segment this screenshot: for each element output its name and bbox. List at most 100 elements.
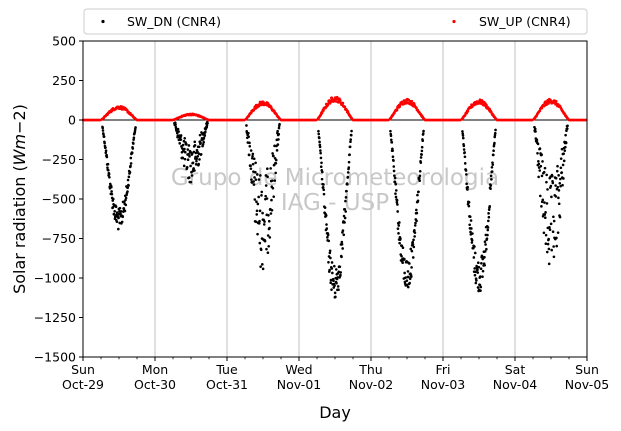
sw-dn-point [545,173,548,177]
sw-dn-point [324,214,328,217]
sw-dn-point [344,210,348,213]
sw-dn-point [107,172,111,176]
sw-dn-point [473,267,476,270]
sw-dn-point [250,178,253,181]
sw-dn-point [203,134,207,137]
sw-up-point [485,103,488,107]
sw-up-point [545,103,548,107]
sw-dn-point [118,206,122,210]
sw-dn-point [252,157,256,161]
sw-dn-point [342,214,346,218]
y-tick-label: 0 [68,113,76,128]
sw-dn-point [404,276,407,280]
sw-dn-point [487,215,491,219]
sw-dn-point [183,147,186,151]
sw-dn-point [477,261,480,264]
sw-dn-point [325,223,328,226]
sw-dn-point [323,206,327,209]
sw-dn-point [343,216,347,220]
sw-dn-point [547,262,551,266]
sw-dn-point [469,230,472,234]
sw-dn-point [347,160,351,164]
sw-dn-point [415,211,419,215]
sw-dn-point [476,271,480,274]
sw-dn-point [557,196,560,200]
x-axis: SunOct-29MonOct-30TueOct-31WedNov-01ThuN… [62,357,609,392]
sw-dn-point [113,209,116,213]
sw-dn-point [181,143,185,147]
sw-dn-point [102,135,106,138]
sw-dn-point [468,215,472,219]
y-axis: 500 250 0 −250 −500 −750 −1000 −1250 −1500 [34,34,83,365]
sw-dn-point [194,163,198,166]
x-tick-label-date: Nov-02 [349,377,393,392]
sw-dn-point [562,177,565,180]
sw-dn-point [258,209,262,213]
sw-dn-point [129,164,132,168]
sw-dn-point [198,158,201,161]
sw-up-point [331,98,334,101]
sw-dn-point [261,267,265,271]
sw-dn-point [413,224,417,227]
sw-dn-point [485,247,488,251]
sw-dn-point [465,173,468,176]
sw-dn-point [197,162,200,166]
sw-dn-point [255,213,259,216]
sw-dn-point [421,139,425,143]
sw-dn-point [189,164,192,168]
sw-dn-point [106,168,110,172]
sw-dn-point [186,148,190,151]
sw-dn-point [489,184,493,187]
sw-dn-point [253,176,256,179]
sw-dn-point [462,144,466,148]
sw-dn-point [320,161,323,165]
sw-dn-point [401,246,405,250]
sw-dn-point [260,194,263,197]
sw-dn-point [420,153,423,156]
sw-dn-point [126,178,130,182]
sw-dn-point [463,155,467,159]
sw-dn-point [179,134,183,137]
sw-dn-point [478,275,482,278]
sw-dn-point [349,140,352,144]
sw-dn-point [261,211,264,215]
sw-dn-point [483,263,487,267]
sw-dn-point [101,129,105,132]
sw-dn-point [346,175,350,179]
sw-dn-point [493,131,497,135]
sw-dn-point [411,256,415,259]
sw-dn-point [117,216,120,220]
sw-dn-point [318,145,322,149]
sw-dn-point [178,142,182,145]
sw-dn-point [250,156,254,160]
sw-dn-point [130,151,134,155]
sw-dn-point [111,197,115,201]
sw-dn-point [273,179,277,182]
sw-dn-point [486,228,490,232]
sw-dn-point [266,234,270,237]
sw-dn-point [329,256,332,260]
sw-dn-point [276,143,280,146]
sw-dn-point [344,196,348,199]
sw-dn-point [190,152,194,155]
sw-dn-point [548,228,552,231]
sw-up-point [415,106,418,110]
y-axis-label-italic: Wm [10,134,29,165]
sw-dn-point [555,244,559,248]
sw-dn-point [336,285,340,288]
sw-dn-point [255,209,259,213]
sw-dn-point [319,165,323,168]
sw-dn-point [198,133,202,137]
sw-dn-point [538,147,542,150]
sw-dn-point [479,267,483,271]
sw-dn-point [554,195,558,198]
sw-dn-point [277,132,281,136]
sw-dn-point [197,145,201,149]
sw-dn-point [123,209,127,213]
sw-dn-point [121,215,125,219]
sw-dn-point [266,167,269,170]
sw-dn-point [403,271,406,275]
sw-dn-point [262,223,266,226]
sw-dn-point [252,180,255,183]
